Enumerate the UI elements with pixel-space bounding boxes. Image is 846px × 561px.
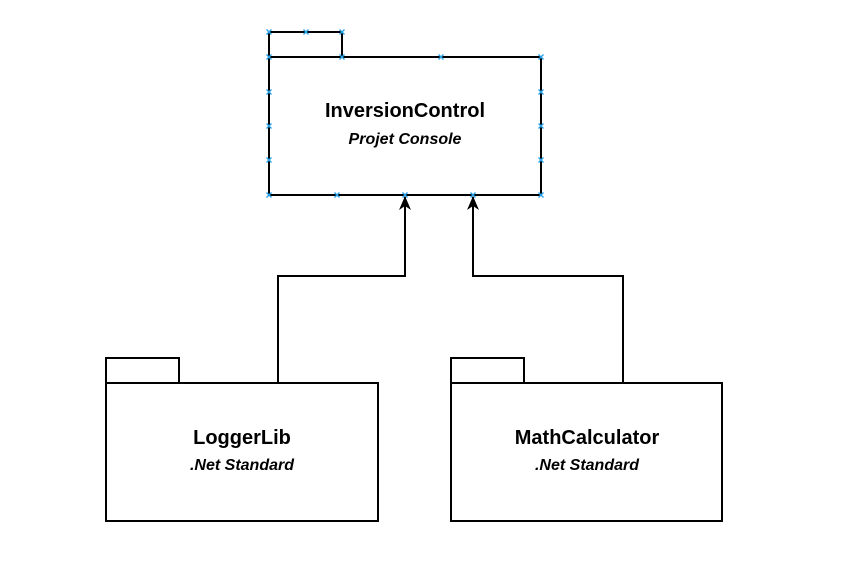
selection-handle[interactable] — [339, 29, 345, 35]
selection-handle[interactable] — [470, 192, 476, 198]
selection-handle[interactable] — [339, 54, 345, 60]
selection-handle[interactable] — [334, 192, 340, 198]
package-subtitle: Projet Console — [349, 131, 462, 148]
package-tab — [450, 357, 525, 384]
package-body — [105, 382, 379, 522]
package-tab — [105, 357, 180, 384]
selection-handle[interactable] — [538, 157, 544, 163]
selection-handle[interactable] — [538, 54, 544, 60]
selection-handle[interactable] — [266, 29, 272, 35]
selection-handle[interactable] — [266, 157, 272, 163]
edge-math-to-inversion[interactable] — [467, 196, 624, 383]
package-tab — [268, 31, 343, 58]
selection-handle[interactable] — [266, 123, 272, 129]
package-logger-lib[interactable]: LoggerLib .Net Standard — [105, 357, 379, 522]
selection-handle[interactable] — [266, 54, 272, 60]
selection-handle[interactable] — [266, 192, 272, 198]
package-body — [450, 382, 723, 522]
selection-handle[interactable] — [438, 54, 444, 60]
package-body — [268, 56, 542, 196]
selection-handle[interactable] — [538, 192, 544, 198]
package-title: LoggerLib — [193, 427, 291, 449]
selection-handle[interactable] — [402, 192, 408, 198]
selection-handle[interactable] — [303, 29, 309, 35]
selection-handles — [266, 29, 544, 198]
selection-handle[interactable] — [538, 123, 544, 129]
selection-handle[interactable] — [538, 89, 544, 95]
selection-handle[interactable] — [266, 89, 272, 95]
edge-logger-to-inversion[interactable] — [277, 196, 411, 383]
package-subtitle: .Net Standard — [535, 457, 640, 474]
package-title: InversionControl — [325, 100, 485, 122]
package-title: MathCalculator — [515, 427, 660, 449]
package-math-calculator[interactable]: MathCalculator .Net Standard — [450, 357, 723, 522]
package-subtitle: .Net Standard — [190, 457, 295, 474]
package-inversion-control[interactable]: InversionControl Projet Console — [266, 29, 544, 198]
